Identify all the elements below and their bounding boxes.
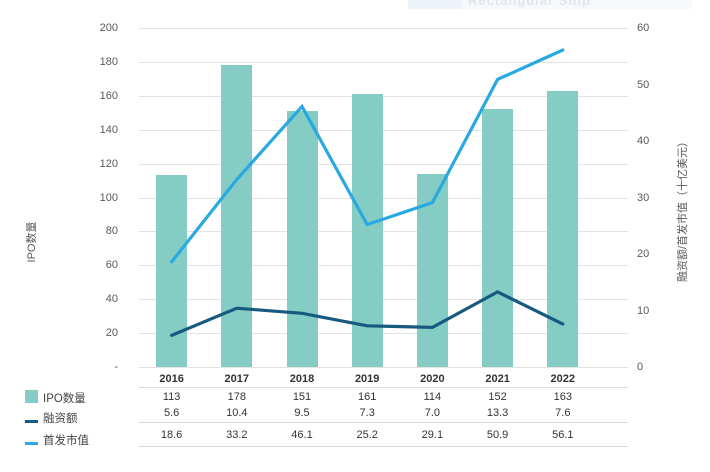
left-axis-tick: 140 — [99, 123, 118, 136]
snip-tooltip-label: Rectangular Snip — [468, 0, 591, 8]
year-label: 2020 — [420, 373, 445, 385]
line-financing-amount — [169, 290, 565, 337]
year-label: 2022 — [550, 373, 576, 385]
table-cell: 10.4 — [226, 407, 248, 419]
left-axis-tick: 80 — [105, 225, 118, 238]
table-cell: 7.6 — [555, 407, 571, 419]
table-cell: 161 — [358, 391, 377, 403]
right-axis-tick: 30 — [637, 191, 650, 204]
left-axis-tick: 160 — [99, 89, 118, 102]
legend-label: 首发市值 — [43, 435, 89, 447]
table-cell: 29.1 — [421, 429, 444, 441]
grid-line — [139, 265, 628, 267]
right-axis-title: 融资额/首发市值（十亿美元） — [677, 135, 689, 283]
left-axis-tick: 120 — [99, 157, 118, 170]
left-axis-tick: 40 — [105, 293, 118, 306]
legend-swatch-ipo-count — [25, 390, 38, 403]
right-axis-tick: 20 — [637, 248, 650, 260]
table-cell: 9.5 — [294, 407, 310, 419]
right-axis-tick: 60 — [637, 22, 650, 34]
table-cell: 50.9 — [486, 429, 509, 441]
table-cell: 13.3 — [486, 407, 509, 419]
grid-line — [139, 61, 628, 63]
legend-swatch-financing-amount — [25, 420, 38, 423]
table-cell: 46.1 — [291, 429, 313, 441]
table-cell: 7.0 — [424, 407, 441, 419]
year-label: 2017 — [224, 373, 250, 385]
table-cell: 151 — [292, 391, 312, 403]
left-axis-tick: 100 — [99, 191, 118, 204]
left-axis-tick: 20 — [105, 327, 118, 340]
legend-swatch-ipo-market-value — [25, 442, 38, 445]
table-divider — [139, 387, 628, 388]
table-cell: 178 — [227, 391, 246, 403]
left-axis-tick: 60 — [105, 259, 118, 272]
left-axis-tick: 180 — [99, 55, 118, 68]
year-label: 2018 — [289, 373, 315, 385]
right-axis-tick: 50 — [637, 78, 650, 91]
table-cell: 163 — [553, 391, 572, 403]
line-ipo-market-value — [169, 48, 565, 264]
table-cell: 25.2 — [356, 429, 378, 441]
left-axis-tick: - — [114, 361, 118, 373]
grid-line — [139, 28, 628, 29]
grid-line — [139, 231, 628, 233]
table-cell: 152 — [488, 391, 507, 403]
grid-line — [139, 129, 628, 131]
right-axis-tick: 10 — [637, 304, 650, 317]
table-cell: 33.2 — [226, 429, 248, 441]
table-cell: 56.1 — [552, 429, 574, 441]
bar-ipo-count — [547, 90, 579, 367]
legend-label: IPO数量 — [43, 393, 86, 405]
bar-ipo-count — [221, 65, 253, 367]
year-label: 2016 — [159, 373, 184, 385]
table-cell: 113 — [162, 391, 181, 403]
line-series-layer — [169, 48, 565, 337]
grid-line — [139, 95, 628, 97]
table-divider — [139, 446, 628, 447]
snip-tooltip-remnant: Rectangular Snip — [408, 0, 692, 9]
bar-ipo-count — [482, 109, 514, 367]
right-axis-tick: 40 — [637, 135, 650, 147]
snip-tooltip-icon — [408, 0, 462, 9]
grid-line — [139, 299, 628, 301]
bar-ipo-count — [351, 94, 383, 367]
grid-line — [139, 333, 628, 335]
bar-ipo-count — [286, 111, 318, 367]
table-cell: 7.3 — [359, 407, 375, 419]
left-axis-title: IPO数量 — [26, 221, 38, 263]
table-cell: 114 — [423, 391, 442, 403]
grid-line — [139, 163, 628, 165]
table-divider — [139, 422, 628, 423]
legend-label: 融资额 — [43, 413, 78, 425]
grid-line — [139, 367, 628, 368]
right-axis-tick: 0 — [637, 361, 644, 373]
table-cell: 18.6 — [160, 429, 183, 441]
table-cell: 5.6 — [163, 407, 180, 419]
plot-area — [139, 28, 628, 368]
grid-line — [139, 197, 628, 199]
year-label: 2021 — [485, 373, 510, 385]
year-label: 2019 — [354, 373, 380, 385]
left-axis-tick: 200 — [99, 22, 118, 34]
